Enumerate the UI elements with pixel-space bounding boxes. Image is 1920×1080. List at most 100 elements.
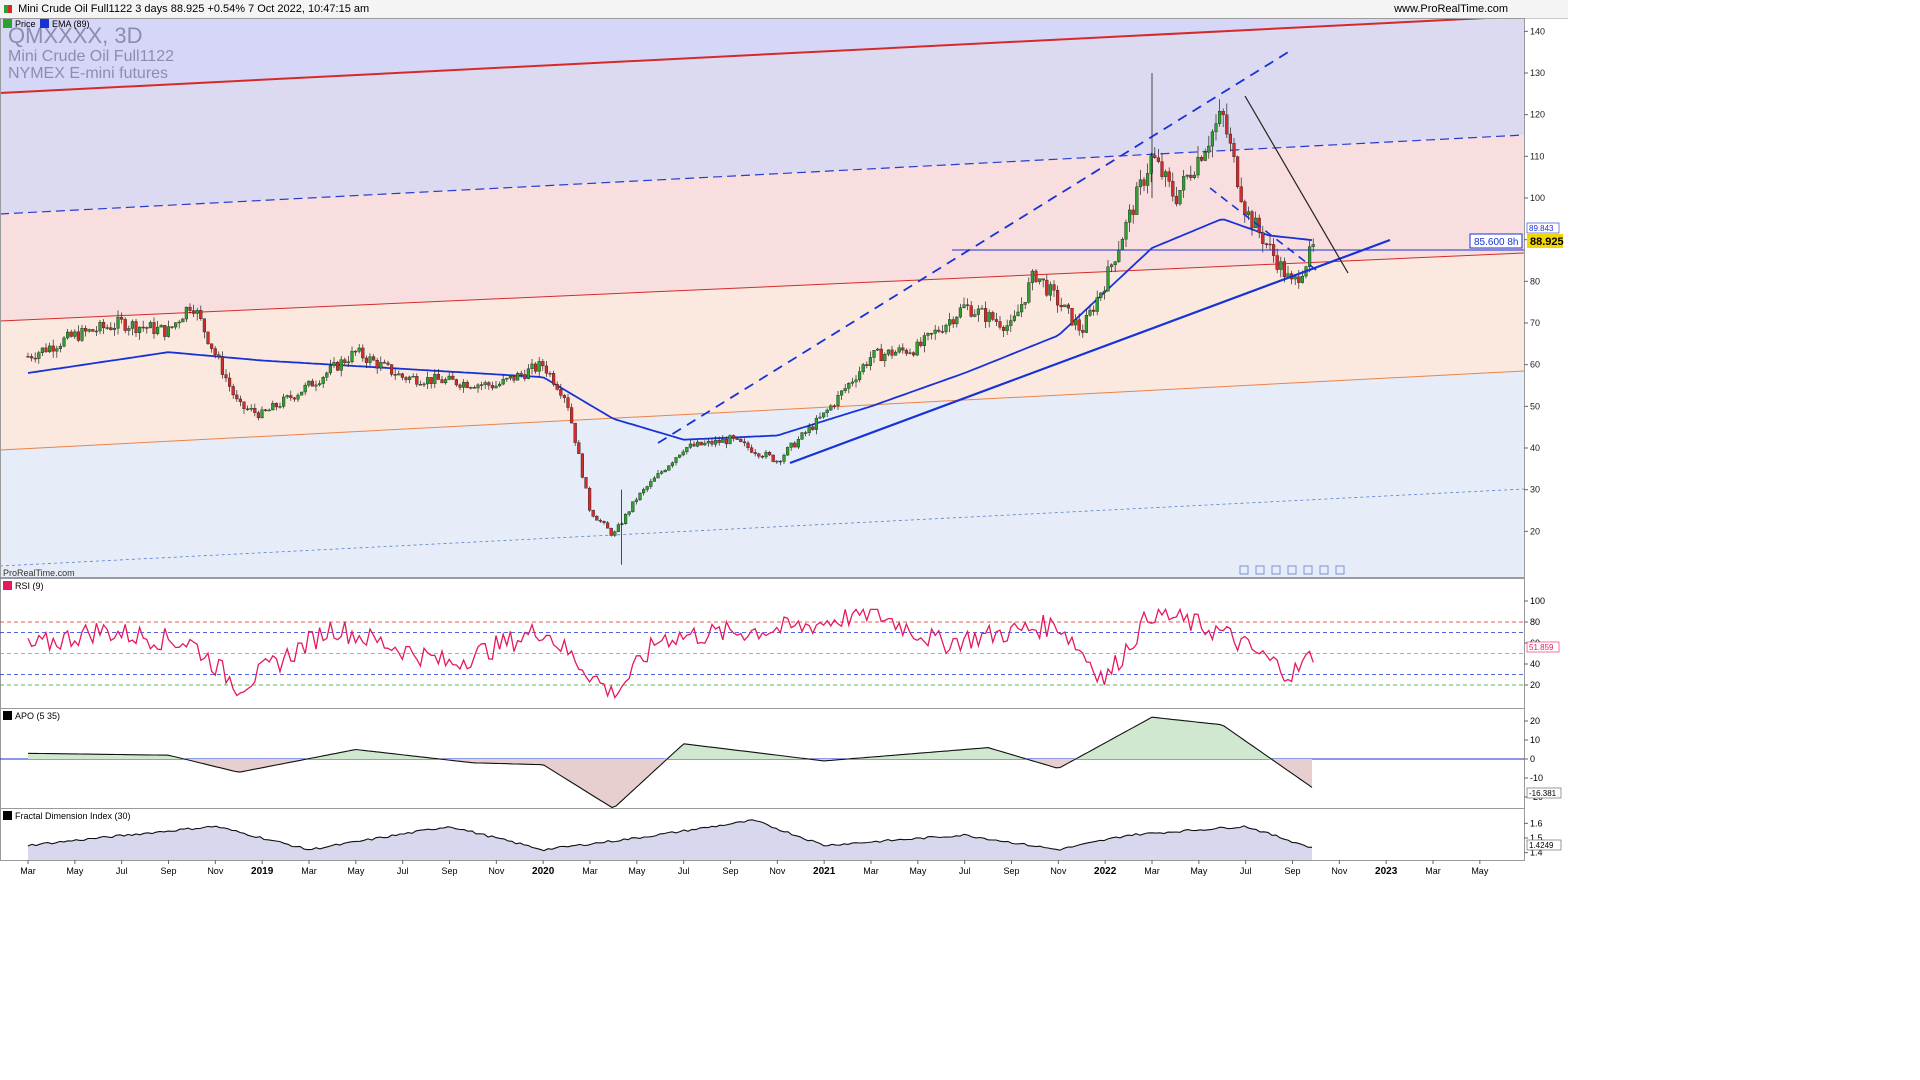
calendar-icon[interactable]	[1271, 565, 1281, 575]
candle	[847, 383, 851, 389]
rsi-tick-label: 100	[1530, 596, 1545, 606]
candle	[984, 308, 988, 322]
apo-negative-area	[28, 759, 1312, 808]
candle	[209, 343, 214, 349]
candle	[739, 438, 743, 442]
candle	[397, 373, 401, 376]
candle	[249, 408, 253, 410]
time-tick-label: Mar	[301, 866, 317, 876]
candle	[1307, 246, 1312, 267]
price-tick-label: 100	[1530, 193, 1545, 203]
candle	[552, 373, 556, 385]
candle	[220, 356, 224, 375]
candle	[1275, 255, 1279, 270]
time-tick-label: Nov	[1050, 866, 1067, 876]
candle	[1088, 309, 1092, 316]
calendar-icon[interactable]	[1255, 565, 1265, 575]
candle	[598, 520, 602, 522]
candle	[152, 322, 156, 334]
candle	[1261, 232, 1265, 244]
candle	[840, 390, 844, 396]
candle	[616, 524, 620, 532]
candle	[1264, 243, 1268, 245]
candle	[1095, 297, 1099, 312]
candle	[786, 447, 790, 456]
candle	[951, 319, 955, 325]
candle	[1181, 176, 1186, 191]
candle	[926, 333, 930, 336]
time-tick-label: 2021	[813, 866, 836, 877]
candle	[764, 452, 768, 458]
calendar-icon[interactable]	[1287, 565, 1297, 575]
candle	[674, 457, 678, 463]
candle	[354, 350, 358, 353]
candle	[904, 349, 908, 354]
candle	[735, 438, 739, 440]
candle	[1045, 279, 1049, 296]
candle	[681, 451, 685, 456]
calendar-icon[interactable]	[1303, 565, 1313, 575]
candle	[336, 361, 340, 371]
candle	[919, 341, 923, 346]
candle	[289, 395, 293, 398]
calendar-icon[interactable]	[1239, 565, 1249, 575]
candle	[163, 325, 167, 337]
candle	[609, 528, 613, 536]
candle	[559, 389, 563, 396]
apo-tick-label: 0	[1530, 754, 1535, 764]
candle	[566, 397, 570, 408]
candle	[227, 377, 232, 387]
candle	[274, 403, 278, 408]
candle	[890, 349, 894, 356]
time-tick-label: Nov	[769, 866, 786, 876]
candle	[980, 308, 984, 310]
time-tick-label: Mar	[582, 866, 598, 876]
event-markers[interactable]	[1239, 565, 1345, 575]
candle	[879, 348, 883, 362]
candle	[80, 327, 84, 341]
time-tick-label: May	[66, 866, 84, 876]
candle	[436, 374, 440, 380]
candle	[530, 363, 534, 369]
candle	[1163, 171, 1168, 177]
fdi-axis: 1.6 1.5 1.4	[1524, 818, 1543, 858]
calendar-icon[interactable]	[1319, 565, 1329, 575]
candle	[393, 374, 397, 376]
candle	[894, 351, 898, 356]
candle	[490, 385, 494, 389]
candle	[206, 331, 210, 344]
ema-legend-icon	[40, 19, 49, 28]
candle	[199, 310, 203, 319]
candle	[645, 486, 649, 490]
candle	[814, 417, 818, 430]
candle	[505, 377, 509, 380]
calendar-icon[interactable]	[1335, 565, 1345, 575]
brand-link[interactable]: www.ProRealTime.com	[1394, 3, 1508, 15]
time-tick-label: Jul	[116, 866, 128, 876]
candle	[876, 348, 880, 351]
candle	[1052, 284, 1056, 291]
candle	[1196, 157, 1200, 176]
candle	[368, 356, 372, 363]
price-tick-label: 120	[1530, 110, 1545, 120]
candle	[260, 409, 264, 419]
candle	[872, 350, 876, 358]
candle	[285, 395, 289, 398]
candle	[33, 357, 37, 360]
candle	[1131, 209, 1135, 215]
main-legend: Price EMA (89)	[3, 19, 90, 29]
candle	[685, 447, 689, 453]
candle	[1059, 304, 1063, 308]
time-tick-label: Mar	[20, 866, 36, 876]
candle	[724, 439, 728, 445]
candle	[1030, 270, 1034, 283]
candle	[177, 321, 181, 324]
candle	[606, 522, 610, 529]
candle	[1203, 152, 1207, 161]
candle	[1142, 179, 1146, 186]
candle	[1109, 264, 1114, 268]
candle	[1156, 157, 1160, 162]
ema-value-label: 89.843	[1529, 224, 1554, 233]
candle	[1221, 111, 1225, 116]
candle	[44, 347, 48, 353]
